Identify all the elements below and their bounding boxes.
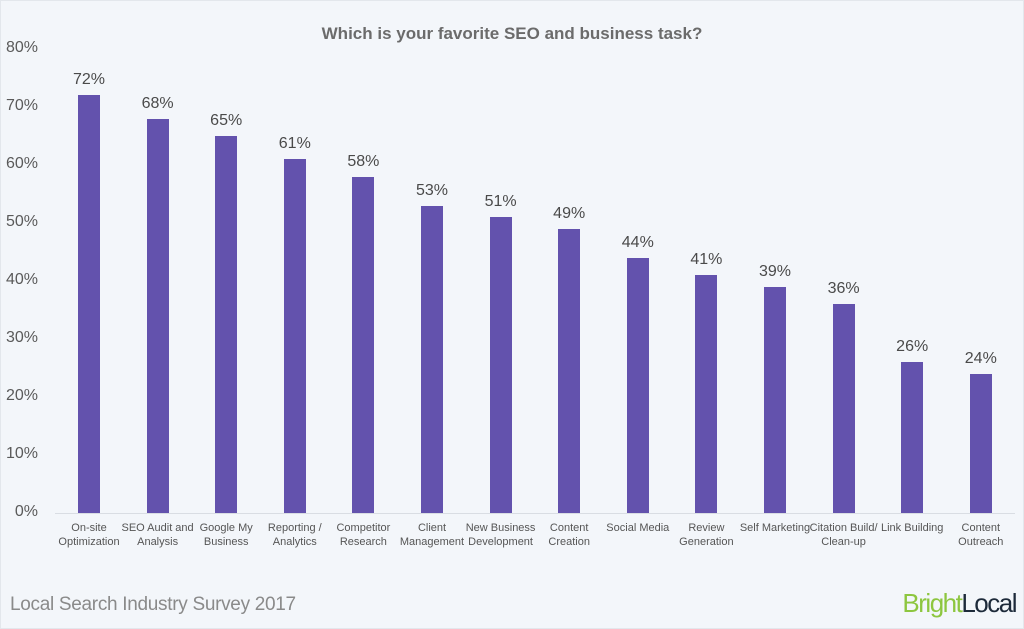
- bar: [78, 95, 100, 513]
- bar: [146, 118, 169, 513]
- bar-value-label: 36%: [827, 280, 860, 298]
- y-tick-label: 20%: [5, 387, 38, 404]
- bar: [969, 373, 992, 513]
- bar: [352, 176, 375, 513]
- bar: [489, 217, 512, 513]
- y-tick-label: 70%: [5, 97, 38, 114]
- x-category-label: On-site Optimization: [58, 522, 120, 548]
- bar-value-label: 24%: [964, 349, 997, 367]
- x-category-label: Reporting / Analytics: [267, 522, 322, 548]
- bar: [901, 362, 924, 513]
- bar-value-label: 26%: [896, 338, 929, 356]
- bar: [832, 304, 855, 513]
- bar-value-label: 53%: [415, 181, 449, 199]
- bar-value-label: 44%: [621, 233, 654, 251]
- bar: [215, 136, 238, 513]
- survey-footer: Local Search Industry Survey 2017: [10, 594, 296, 615]
- y-tick-label: 10%: [5, 445, 38, 462]
- logo-bright: Bright: [902, 588, 962, 618]
- x-category-label: Self Marketing: [739, 522, 811, 534]
- bar-value-label: 58%: [347, 152, 380, 170]
- bar: [283, 159, 306, 513]
- bar-value-label: 49%: [553, 204, 586, 222]
- bar-value-label: 61%: [278, 135, 311, 153]
- x-category-label: Citation Build/ Clean-up: [809, 522, 878, 548]
- bar-value-label: 68%: [141, 94, 174, 112]
- y-tick-label: 30%: [5, 329, 38, 346]
- x-axis-baseline: [55, 513, 1015, 514]
- bar-value-label: 51%: [484, 193, 517, 211]
- y-tick-label: 0%: [14, 503, 38, 520]
- bar: [695, 275, 718, 513]
- x-category-label: Review Generation: [679, 522, 734, 548]
- bar-value-label: 72%: [72, 71, 106, 89]
- x-category-label: SEO Audit and Analysis: [121, 522, 194, 548]
- chart-title: Which is your favorite SEO and business …: [321, 24, 703, 43]
- logo-local: Local: [961, 588, 1017, 618]
- bar: [421, 205, 443, 513]
- bar: [558, 228, 581, 513]
- bar-value-label: 39%: [758, 262, 792, 280]
- bar: [764, 286, 786, 513]
- x-category-label: Competitor Research: [336, 522, 391, 548]
- x-category-label: New Business Development: [465, 522, 536, 548]
- x-category-label: Client Management: [399, 522, 465, 548]
- x-category-label: Content Outreach: [958, 522, 1004, 548]
- bar-value-label: 65%: [210, 112, 243, 129]
- x-category-label: Link Building: [881, 522, 944, 534]
- y-tick-label: 50%: [5, 213, 38, 230]
- brightlocal-logo: BrightLocal: [902, 588, 1017, 619]
- x-category-label: Content Creation: [548, 522, 590, 548]
- y-tick-label: 60%: [5, 155, 38, 172]
- y-tick-label: 40%: [5, 271, 38, 288]
- y-tick-label: 80%: [5, 39, 38, 56]
- bar-value-label: 41%: [690, 251, 723, 269]
- x-category-label: Google My Business: [199, 522, 253, 548]
- bar: [626, 257, 649, 513]
- x-category-label: Social Media: [606, 522, 670, 534]
